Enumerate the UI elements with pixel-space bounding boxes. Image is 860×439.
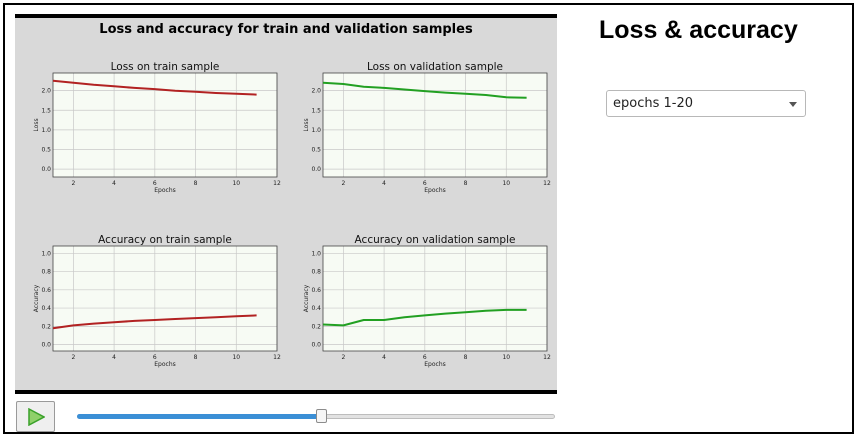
series-line (322, 308, 527, 327)
y-tick-label: 0.0 (41, 166, 51, 173)
x-tick-label: 8 (194, 180, 198, 187)
x-tick-label: 10 (502, 180, 510, 187)
x-tick-label: 8 (194, 354, 198, 361)
x-tick-label: 8 (464, 180, 468, 187)
page-title: Loss & accuracy (599, 16, 798, 44)
series-line (322, 81, 527, 99)
y-tick-label: 0.0 (311, 342, 321, 349)
play-button[interactable] (16, 401, 55, 432)
plot-area (323, 73, 547, 177)
y-tick-label: 1.5 (311, 107, 321, 114)
x-tick-label: 2 (341, 180, 345, 187)
x-tick-label: 10 (232, 180, 240, 187)
chart-accuracy-train: Accuracy on train sample 2 4 6 8 10 12 0.0 0.2 0.… (33, 234, 281, 368)
chart-accuracy-validation: Accuracy on validation sample 2 4 6 8 10 12 0.0… (303, 234, 551, 368)
y-tick-label: 0.4 (41, 305, 51, 312)
plot-area (53, 246, 277, 351)
y-tick-label: 1.0 (311, 127, 321, 134)
x-tick-label: 4 (382, 180, 386, 187)
series-line (52, 79, 257, 96)
x-tick-label: 10 (232, 354, 240, 361)
axes-frame (322, 72, 548, 178)
series-line (52, 314, 257, 330)
chart-title: Accuracy on train sample (98, 234, 232, 246)
y-tick-label: 0.2 (311, 323, 321, 330)
y-tick-label: 1.0 (311, 250, 321, 257)
play-icon (28, 408, 45, 426)
y-tick-label: 0.5 (311, 147, 321, 154)
x-tick-label: 2 (71, 180, 75, 187)
y-tick-label: 2.0 (41, 88, 51, 95)
epoch-range-value: epochs 1-20 (613, 96, 693, 111)
x-tick-label: 10 (502, 354, 510, 361)
chart-loss-validation: Loss on validation sample 2 4 6 8 10 12 0.0 0.5 1… (303, 61, 551, 194)
y-axis-label: Accuracy (33, 284, 40, 312)
chart-title: Accuracy on validation sample (355, 234, 516, 246)
y-tick-label: 0.6 (41, 287, 51, 294)
y-tick-label: 0.0 (311, 166, 321, 173)
x-tick-label: 4 (112, 354, 116, 361)
figure-panel: Loss and accuracy for train and validati… (15, 14, 557, 394)
x-tick-label: 4 (382, 354, 386, 361)
y-tick-label: 1.0 (41, 250, 51, 257)
x-tick-label: 6 (153, 354, 157, 361)
x-tick-label: 12 (273, 354, 281, 361)
plot-area (53, 73, 277, 177)
x-tick-label: 12 (273, 180, 281, 187)
y-tick-label: 0.2 (41, 323, 51, 330)
y-tick-label: 1.5 (41, 107, 51, 114)
figure-title: Loss and accuracy for train and validati… (99, 22, 473, 37)
x-axis-label: Epochs (154, 187, 176, 194)
x-tick-label: 2 (71, 354, 75, 361)
x-axis-label: Epochs (424, 187, 446, 194)
x-tick-label: 2 (341, 354, 345, 361)
y-tick-label: 0.5 (41, 147, 51, 154)
y-tick-label: 0.6 (311, 287, 321, 294)
y-tick-label: 0.4 (311, 305, 321, 312)
y-tick-label: 0.0 (41, 342, 51, 349)
axes-frame (52, 245, 278, 352)
x-axis-label: Epochs (424, 361, 446, 368)
x-tick-label: 4 (112, 180, 116, 187)
x-tick-label: 6 (423, 180, 427, 187)
x-tick-label: 12 (543, 354, 551, 361)
x-axis-label: Epochs (154, 361, 176, 368)
app-frame: Loss and accuracy for train and validati… (3, 3, 854, 434)
chart-title: Loss on validation sample (367, 61, 503, 73)
y-tick-label: 2.0 (311, 88, 321, 95)
plot-area (323, 246, 547, 351)
chart-title: Loss on train sample (111, 61, 220, 73)
y-tick-label: 0.8 (41, 269, 51, 276)
chevron-down-icon (789, 102, 797, 107)
y-axis-label: Loss (33, 118, 40, 131)
y-tick-label: 1.0 (41, 127, 51, 134)
x-tick-label: 6 (423, 354, 427, 361)
x-tick-label: 8 (464, 354, 468, 361)
y-axis-label: Loss (303, 118, 310, 131)
slider-thumb[interactable] (316, 409, 327, 423)
axes-frame (322, 245, 548, 352)
epoch-slider[interactable] (77, 409, 555, 423)
slider-fill (77, 414, 321, 419)
epoch-range-select[interactable]: epochs 1-20 (606, 90, 806, 117)
x-tick-label: 12 (543, 180, 551, 187)
axes-frame (52, 72, 278, 178)
y-axis-label: Accuracy (303, 284, 310, 312)
x-tick-label: 6 (153, 180, 157, 187)
chart-loss-train: Loss on train sample 2 4 6 8 10 12 0.0 0.5 1.0 1.5… (33, 61, 281, 194)
y-tick-label: 0.8 (311, 269, 321, 276)
